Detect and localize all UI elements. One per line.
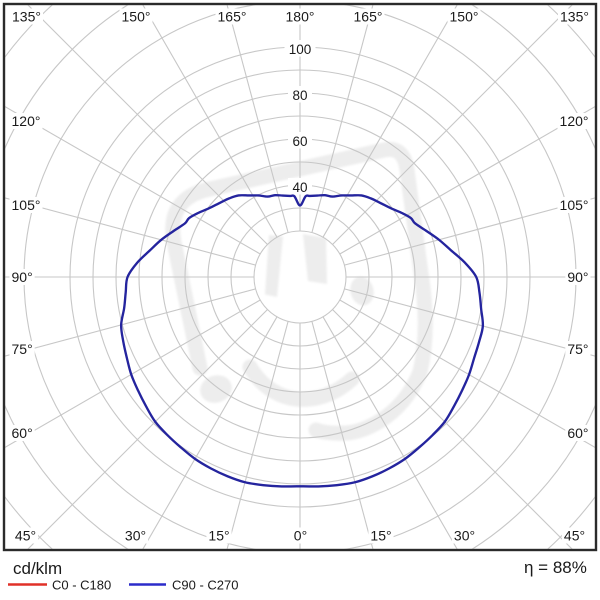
svg-text:60°: 60° [567,425,588,441]
svg-text:135°: 135° [560,9,589,25]
svg-text:C0 - C180: C0 - C180 [52,578,111,593]
svg-text:cd/klm: cd/klm [13,559,62,578]
svg-text:30°: 30° [125,528,146,544]
svg-text:C90 - C270: C90 - C270 [172,578,238,593]
svg-text:0°: 0° [294,528,307,544]
svg-text:75°: 75° [567,341,588,357]
svg-text:60°: 60° [12,425,33,441]
svg-text:75°: 75° [12,341,33,357]
svg-text:80: 80 [292,88,307,103]
svg-text:165°: 165° [218,9,247,25]
svg-text:180°: 180° [286,9,315,25]
svg-text:45°: 45° [564,528,585,544]
svg-text:90°: 90° [12,269,33,285]
svg-text:60: 60 [292,134,307,149]
svg-text:40: 40 [292,180,307,195]
svg-text:η = 88%: η = 88% [524,558,587,577]
svg-text:105°: 105° [560,197,589,213]
svg-text:105°: 105° [12,197,41,213]
svg-text:150°: 150° [122,9,151,25]
svg-text:100: 100 [289,42,312,57]
svg-text:90°: 90° [567,269,588,285]
svg-text:45°: 45° [15,528,36,544]
svg-text:150°: 150° [450,9,479,25]
svg-text:165°: 165° [354,9,383,25]
svg-text:135°: 135° [12,9,41,25]
svg-text:15°: 15° [370,528,391,544]
svg-text:120°: 120° [560,113,589,129]
svg-text:15°: 15° [208,528,229,544]
svg-text:120°: 120° [12,113,41,129]
svg-text:30°: 30° [454,528,475,544]
